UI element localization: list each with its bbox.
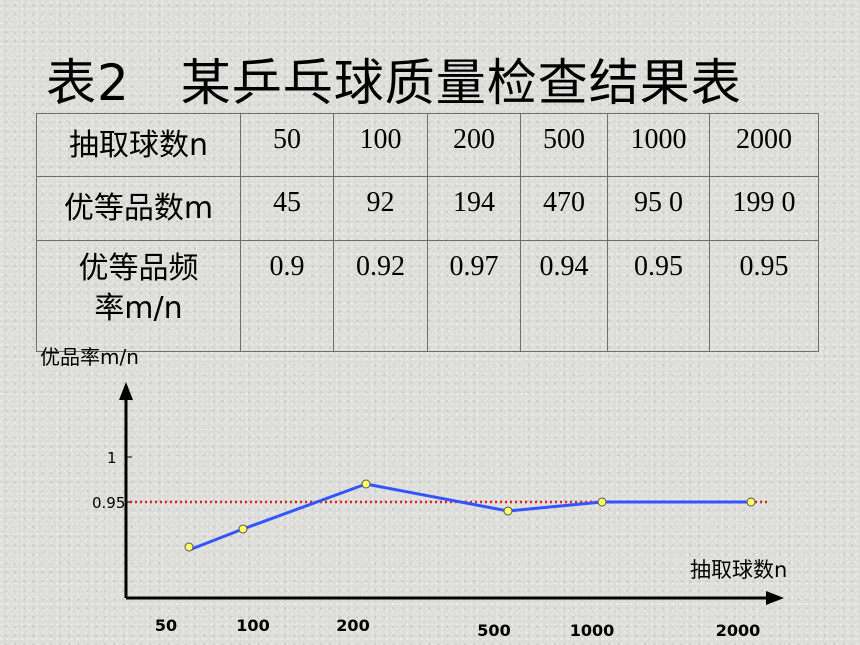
row-header-sample-count: 抽取球数n	[36, 113, 241, 177]
row-header-line: 优等品频	[78, 251, 199, 286]
table-cell: 2000	[709, 113, 819, 177]
table-cell: 100	[333, 113, 428, 177]
data-point	[238, 524, 248, 534]
row-header-good-frequency: 优等品频 率m/n	[36, 240, 241, 352]
x-axis-label: 抽取球数n	[690, 558, 787, 582]
data-point	[597, 497, 607, 507]
table-row: 优等品数m 45 92 194 470 95 0 199 0	[36, 176, 819, 241]
table-cell: 200	[427, 113, 521, 177]
page-title: 表2 某乒乓球质量检查结果表	[46, 54, 742, 112]
data-point	[503, 506, 513, 516]
y-axis-arrow	[119, 382, 133, 400]
x-tick-label: 50	[155, 616, 177, 635]
x-tick-label: 500	[477, 621, 510, 640]
data-point	[184, 542, 194, 552]
table-row: 优等品频 率m/n 0.9 0.92 0.97 0.94 0.95 0.95	[36, 240, 819, 352]
x-axis-arrow	[766, 591, 784, 605]
table-cell: 45	[240, 176, 334, 241]
series-line	[188, 482, 751, 552]
y-tick-label: 0.95	[92, 494, 125, 512]
x-tick-label: 1000	[570, 621, 615, 640]
data-point	[361, 479, 371, 489]
table-cell: 500	[520, 113, 608, 177]
row-header-line: 率m/n	[94, 291, 183, 326]
table-cell: 0.9	[240, 240, 334, 352]
results-table: 抽取球数n 50 100 200 500 1000 2000 优等品数m 45 …	[36, 113, 819, 352]
table-cell: 0.95	[607, 240, 710, 352]
y-tick-label: 1	[107, 449, 117, 467]
data-point	[746, 497, 756, 507]
table-cell: 0.92	[333, 240, 428, 352]
table-row: 抽取球数n 50 100 200 500 1000 2000	[36, 113, 819, 177]
y-axis-label: 优品率m/n	[40, 345, 139, 369]
table-cell: 0.97	[427, 240, 521, 352]
table-cell: 1000	[607, 113, 710, 177]
table-cell: 199 0	[709, 176, 819, 241]
x-tick-label: 2000	[716, 621, 761, 640]
table-cell: 92	[333, 176, 428, 241]
x-tick-label: 100	[236, 616, 269, 635]
table-cell: 0.95	[709, 240, 819, 352]
x-tick-label: 200	[336, 616, 369, 635]
row-header-good-count: 优等品数m	[36, 176, 241, 241]
